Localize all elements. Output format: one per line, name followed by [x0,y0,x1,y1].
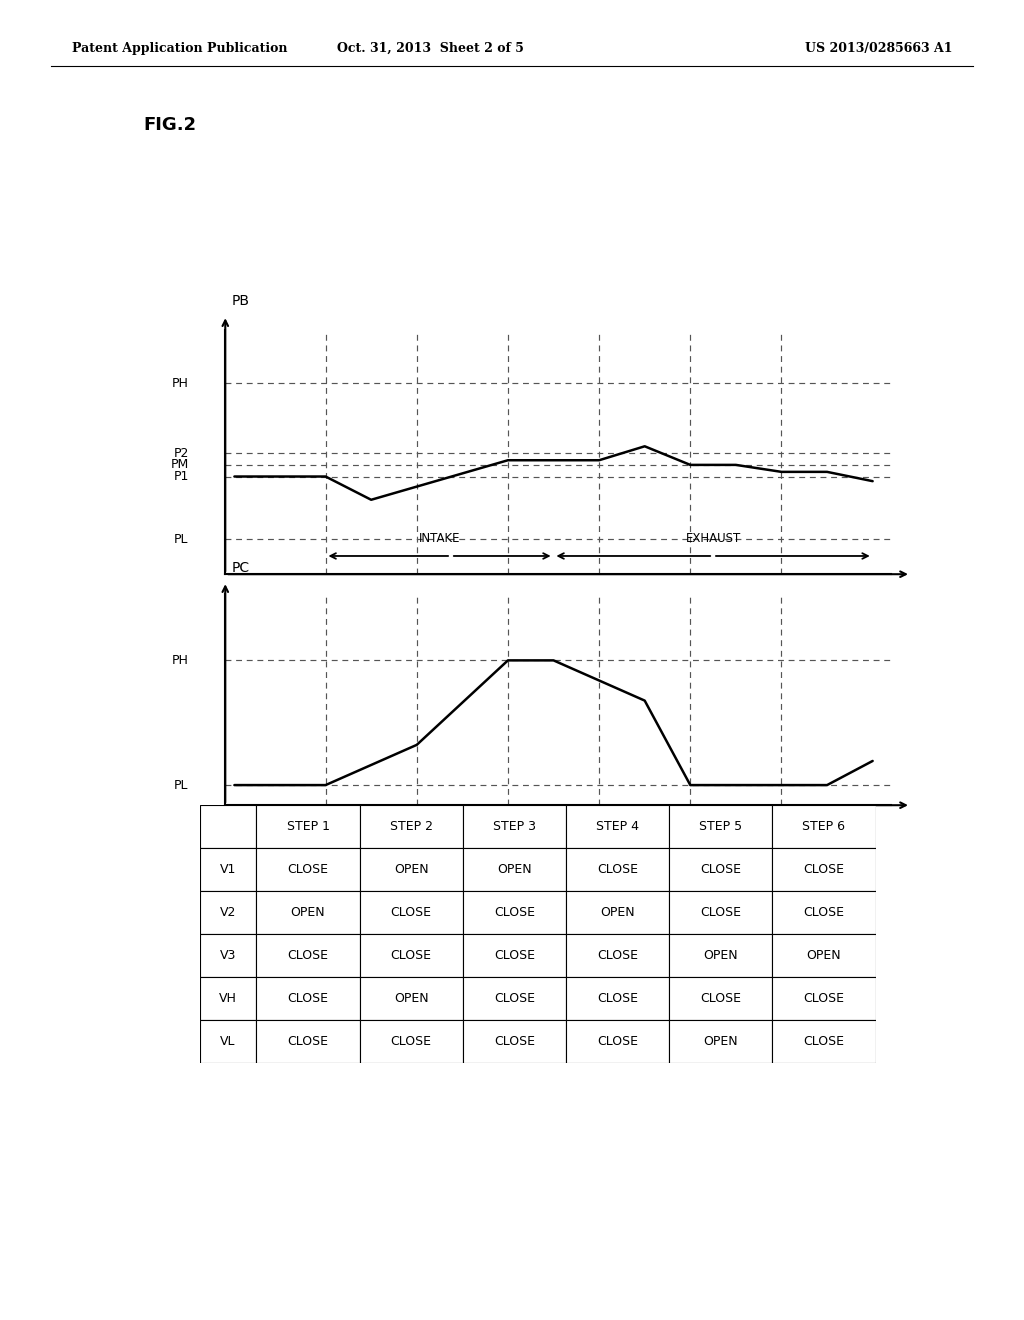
Text: OPEN: OPEN [394,863,428,876]
Text: CLOSE: CLOSE [700,863,741,876]
Bar [256,1019,359,1063]
Text: STEP 1: STEP 1 [287,820,330,833]
Bar [772,1019,876,1063]
Text: EXHAUST: EXHAUST [685,532,740,545]
Text: STEP 2: STEP 2 [390,820,433,833]
Text: CLOSE: CLOSE [804,863,845,876]
Bar [463,891,566,935]
Bar [463,977,566,1019]
Bar [669,847,772,891]
Bar [566,847,669,891]
Bar [463,935,566,977]
Bar [669,935,772,977]
Text: OPEN: OPEN [703,1035,738,1048]
Bar [669,1019,772,1063]
Text: CLOSE: CLOSE [700,991,741,1005]
Bar [256,977,359,1019]
Bar [669,891,772,935]
Text: CLOSE: CLOSE [391,906,432,919]
Text: Patent Application Publication: Patent Application Publication [72,42,287,55]
Bar [359,891,463,935]
Text: CLOSE: CLOSE [494,1035,535,1048]
Text: CLOSE: CLOSE [804,906,845,919]
Text: PH: PH [172,653,188,667]
Text: VL: VL [220,1035,236,1048]
Bar [463,847,566,891]
Bar [200,935,256,977]
Text: CLOSE: CLOSE [494,949,535,962]
Text: VH: VH [219,991,237,1005]
Bar [463,1019,566,1063]
Bar [256,891,359,935]
Text: CLOSE: CLOSE [700,906,741,919]
Text: V1: V1 [220,863,237,876]
Text: STEP 5: STEP 5 [699,820,742,833]
Bar [200,891,256,935]
Text: PC: PC [231,561,250,576]
Text: V3: V3 [220,949,237,962]
Text: CLOSE: CLOSE [391,949,432,962]
Text: FIG.2: FIG.2 [143,116,197,135]
Bar [566,1019,669,1063]
Bar [256,847,359,891]
Text: OPEN: OPEN [291,906,326,919]
Text: PM: PM [170,458,188,471]
Bar [669,977,772,1019]
Text: OPEN: OPEN [807,949,842,962]
Text: OPEN: OPEN [394,991,428,1005]
Text: CLOSE: CLOSE [804,1035,845,1048]
Bar [772,805,876,847]
Bar [566,935,669,977]
Text: OPEN: OPEN [497,863,531,876]
Bar [772,977,876,1019]
Bar [359,935,463,977]
Text: CLOSE: CLOSE [288,863,329,876]
Text: Oct. 31, 2013  Sheet 2 of 5: Oct. 31, 2013 Sheet 2 of 5 [337,42,523,55]
Text: CLOSE: CLOSE [494,906,535,919]
Bar [669,805,772,847]
Bar [200,977,256,1019]
Text: V2: V2 [220,906,237,919]
Text: STEP 4: STEP 4 [596,820,639,833]
Bar [200,1019,256,1063]
Bar [256,805,359,847]
Bar [772,935,876,977]
Text: CLOSE: CLOSE [288,949,329,962]
Text: CLOSE: CLOSE [597,863,638,876]
Bar [463,805,566,847]
Bar [359,805,463,847]
Text: US 2013/0285663 A1: US 2013/0285663 A1 [805,42,952,55]
Bar [772,847,876,891]
Text: STEP 3: STEP 3 [493,820,536,833]
Text: P2: P2 [173,446,188,459]
Text: PH: PH [172,378,188,389]
Bar [359,847,463,891]
Text: PL: PL [174,533,188,545]
Text: CLOSE: CLOSE [288,1035,329,1048]
Text: PB: PB [231,294,250,308]
Text: P1: P1 [173,470,188,483]
Bar [566,805,669,847]
Bar [359,1019,463,1063]
Text: INTAKE: INTAKE [419,532,461,545]
Bar [566,891,669,935]
Text: CLOSE: CLOSE [597,991,638,1005]
Bar [772,891,876,935]
Bar [359,977,463,1019]
Bar [200,847,256,891]
Text: CLOSE: CLOSE [288,991,329,1005]
Bar [256,935,359,977]
Text: OPEN: OPEN [600,906,635,919]
Text: CLOSE: CLOSE [597,1035,638,1048]
Text: CLOSE: CLOSE [597,949,638,962]
Bar [200,805,256,847]
Text: OPEN: OPEN [703,949,738,962]
Text: PL: PL [174,779,188,792]
Text: CLOSE: CLOSE [804,991,845,1005]
Text: CLOSE: CLOSE [494,991,535,1005]
Text: STEP 6: STEP 6 [803,820,846,833]
Text: CLOSE: CLOSE [391,1035,432,1048]
Bar [566,977,669,1019]
